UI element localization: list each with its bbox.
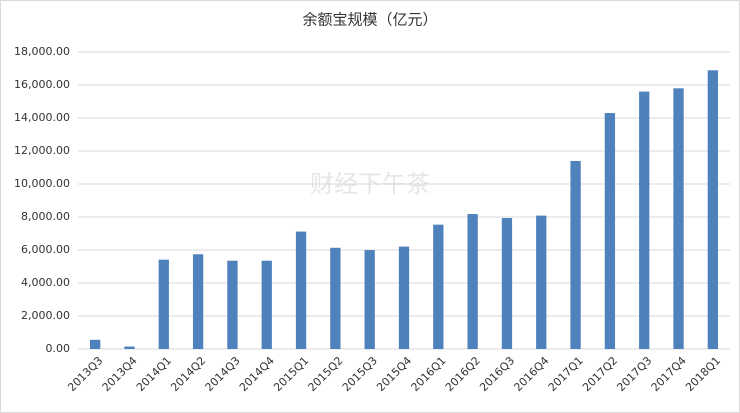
bar — [227, 260, 238, 349]
y-tick-label: 10,000.00 — [14, 177, 70, 190]
y-tick-label: 4,000.00 — [21, 276, 70, 289]
bar — [90, 339, 101, 349]
bar — [707, 70, 718, 350]
y-tick-label: 2,000.00 — [21, 309, 70, 322]
chart-title: 余额宝规模（亿元） — [302, 11, 437, 29]
bar — [192, 254, 204, 349]
y-tick-label: 6,000.00 — [21, 243, 70, 256]
bar — [501, 218, 513, 349]
bar — [261, 260, 272, 349]
bar — [639, 91, 650, 349]
y-tick-label: 14,000.00 — [14, 111, 70, 124]
bar — [536, 215, 547, 349]
bar — [158, 259, 169, 349]
y-tick-label: 16,000.00 — [14, 78, 70, 91]
bar — [604, 113, 616, 349]
bar — [124, 346, 135, 349]
y-tick-label: 12,000.00 — [14, 144, 70, 157]
bar — [467, 214, 478, 349]
bar — [364, 250, 375, 349]
bar — [673, 88, 684, 349]
bar — [570, 160, 581, 349]
bar — [398, 246, 410, 349]
bar — [295, 231, 307, 349]
y-tick-label: 8,000.00 — [21, 210, 70, 223]
bar — [433, 224, 444, 349]
y-tick-label: 18,000.00 — [14, 45, 70, 58]
bar — [330, 247, 341, 349]
y-tick-label: 0.00 — [46, 342, 71, 355]
